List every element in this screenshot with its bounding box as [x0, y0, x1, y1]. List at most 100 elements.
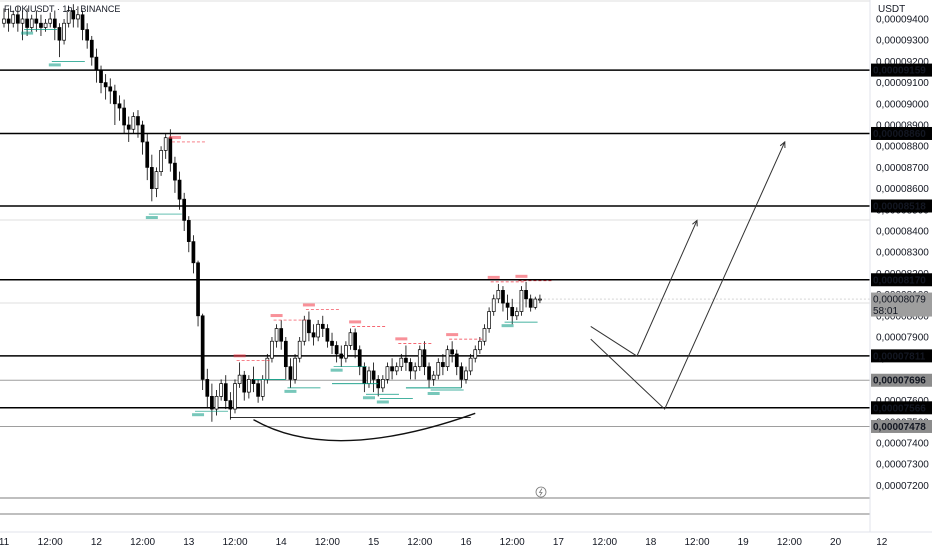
time-axis[interactable]: 11 12:00 12 12:00 13 12:00 14 12:00 15 12:00 16 12:… — [0, 531, 932, 548]
swing-marker-tag — [21, 31, 34, 35]
candle-body — [48, 18, 53, 24]
time-tick-label: 12:00 — [500, 537, 525, 548]
candle-body — [533, 298, 538, 308]
candle-body — [487, 311, 491, 329]
candle-body — [117, 103, 122, 109]
level-price-tag — [871, 63, 932, 77]
candle-body — [191, 241, 196, 264]
candle-body — [408, 362, 413, 372]
candle-body — [159, 150, 163, 172]
time-tick-label: 12:00 — [222, 537, 247, 548]
candle-body — [173, 162, 177, 181]
candle-body — [140, 124, 145, 143]
candle-body — [260, 379, 265, 397]
candle-body — [103, 82, 108, 88]
swing-marker-tag — [395, 337, 408, 341]
level-price-text: 0,00007478 — [873, 422, 926, 433]
candle-body — [394, 366, 399, 372]
candle-body — [459, 366, 464, 380]
projection-path[interactable] — [590, 141, 786, 410]
candle-body — [371, 370, 376, 380]
price-tick-label: 0,00008700 — [876, 163, 929, 174]
swing-marker-tag — [233, 354, 246, 358]
candle-body — [339, 353, 344, 359]
time-tick-label: 12:00 — [407, 537, 432, 548]
candle-body — [288, 366, 293, 380]
candle-body — [464, 370, 468, 380]
time-tick-label: 12:00 — [130, 537, 155, 548]
price-tick-label: 0,00008800 — [876, 142, 929, 153]
candle-body — [519, 290, 524, 312]
candle-body — [223, 383, 228, 401]
candle-body — [168, 137, 173, 164]
candle-body — [154, 171, 159, 189]
candle-body — [524, 290, 528, 300]
level-price-text: 0,00007811 — [873, 351, 926, 362]
swing-marker-tag — [362, 396, 375, 400]
level-price-text: 0,00008860 — [873, 129, 926, 140]
candle-body — [89, 39, 94, 58]
candle-body — [210, 396, 214, 410]
candle-body — [80, 14, 85, 30]
candle-body — [283, 340, 288, 368]
candle-body — [501, 290, 505, 304]
price-tick-label: 0,00008300 — [876, 248, 929, 259]
candle-body — [436, 362, 441, 376]
price-tick-label: 0,00007400 — [876, 439, 929, 450]
candle-body — [357, 349, 362, 368]
candle-body — [196, 262, 200, 317]
price-tick-label: 0,00009100 — [876, 78, 929, 89]
candle-body — [29, 18, 34, 28]
projection-path[interactable] — [590, 220, 698, 357]
time-tick-label: 11 — [0, 537, 10, 548]
price-tick-label: 0,00008400 — [876, 227, 929, 238]
chart-grid — [0, 0, 870, 515]
candle-body — [478, 340, 482, 351]
bar-countdown: 58:01 — [873, 306, 898, 317]
candle-body — [330, 340, 334, 346]
price-tick-label: 0,00009300 — [876, 36, 929, 47]
swing-marker-tag — [515, 274, 528, 278]
swing-marker-tag — [427, 392, 440, 395]
time-tick-label: 19 — [738, 537, 750, 548]
candle-body — [454, 353, 459, 368]
time-tick-label: 12:00 — [777, 537, 802, 548]
swing-marker-tag — [145, 216, 158, 220]
candle-body — [62, 22, 66, 41]
swing-marker-tag — [168, 135, 181, 139]
level-price-tag — [871, 273, 932, 287]
candle-body — [20, 18, 25, 24]
candle-body — [214, 396, 219, 410]
candle-body — [320, 323, 325, 329]
time-tick-label: 18 — [645, 537, 657, 548]
candle-body — [404, 357, 408, 363]
level-price-text: 0,00008518 — [873, 201, 926, 212]
candle-body — [219, 383, 223, 397]
level-price-tag — [871, 349, 932, 363]
bolt-icon[interactable] — [535, 486, 547, 498]
rounded-bottom-arc[interactable] — [253, 412, 476, 442]
candle-body — [353, 332, 357, 351]
candle-body — [71, 10, 76, 20]
level-price-tag — [871, 373, 932, 387]
candle-body — [441, 362, 445, 368]
candle-body — [256, 383, 260, 397]
candle-body — [99, 69, 103, 83]
drawing-annotations[interactable] — [21, 29, 786, 498]
candle-body — [265, 357, 270, 380]
candle-body — [108, 86, 113, 92]
candle-body — [293, 357, 297, 380]
candle-body — [163, 137, 168, 151]
candle-body — [43, 22, 48, 28]
candle-body — [417, 349, 422, 368]
candle-body — [311, 332, 316, 338]
level-price-text: 0,00007696 — [873, 376, 926, 387]
level-price-text: 0,00007566 — [873, 403, 926, 414]
candle-body — [427, 366, 431, 380]
candle-body — [177, 179, 182, 200]
candle-body — [380, 379, 385, 389]
price-tags: 0,00009159 0,00008860 0,00008518 0,00008170… — [871, 63, 932, 433]
price-tick-label: 0,00007200 — [876, 481, 929, 492]
currency-label: USDT — [878, 4, 905, 15]
